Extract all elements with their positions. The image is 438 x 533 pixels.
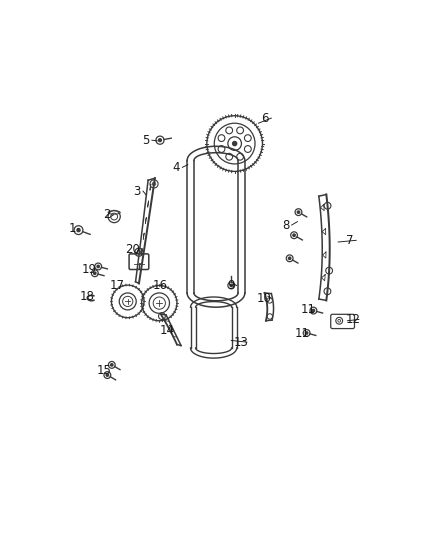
Text: 20: 20 [125, 243, 140, 256]
Text: 9: 9 [227, 279, 234, 292]
Text: 12: 12 [345, 313, 360, 326]
Text: 3: 3 [133, 184, 141, 198]
Circle shape [97, 265, 99, 268]
Circle shape [289, 257, 291, 260]
Circle shape [110, 364, 113, 366]
Circle shape [297, 211, 300, 213]
Text: 10: 10 [257, 292, 272, 304]
Text: 18: 18 [80, 290, 95, 303]
Text: 11: 11 [301, 303, 316, 317]
Text: 4: 4 [173, 161, 180, 174]
Text: 16: 16 [153, 279, 168, 292]
Circle shape [293, 234, 295, 237]
Circle shape [230, 284, 233, 287]
Text: 6: 6 [261, 111, 269, 125]
Text: 19: 19 [82, 263, 97, 276]
Circle shape [233, 142, 237, 146]
Text: 11: 11 [295, 327, 310, 340]
Circle shape [106, 374, 109, 376]
Text: 2: 2 [104, 208, 111, 221]
Text: 15: 15 [96, 364, 111, 377]
Text: 1: 1 [69, 222, 76, 235]
Text: 13: 13 [233, 336, 248, 349]
Text: 7: 7 [346, 234, 354, 247]
Circle shape [305, 332, 308, 334]
Text: 5: 5 [142, 134, 149, 147]
Text: 14: 14 [159, 324, 174, 337]
Text: 8: 8 [282, 219, 289, 231]
Circle shape [77, 229, 80, 232]
Circle shape [159, 139, 162, 142]
Text: 17: 17 [110, 279, 125, 292]
Circle shape [94, 272, 96, 274]
Circle shape [312, 309, 314, 312]
